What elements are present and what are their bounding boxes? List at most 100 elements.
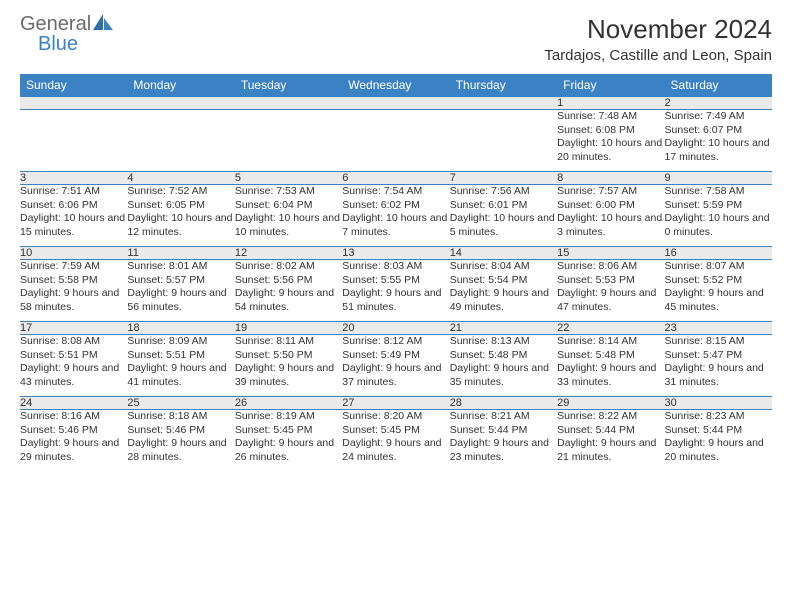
daylight-text: Daylight: 10 hours and 5 minutes. [450, 212, 557, 239]
sunrise-text: Sunrise: 8:02 AM [235, 260, 342, 274]
day-info: Sunrise: 8:02 AMSunset: 5:56 PMDaylight:… [235, 260, 342, 322]
day-info [342, 110, 449, 172]
day-number [450, 97, 557, 110]
sunset-text: Sunset: 6:08 PM [557, 124, 664, 138]
sunrise-text: Sunrise: 8:21 AM [450, 410, 557, 424]
day-number: 8 [557, 172, 664, 185]
day-header-row: Sunday Monday Tuesday Wednesday Thursday… [20, 74, 772, 97]
day-number: 5 [235, 172, 342, 185]
daylight-text: Daylight: 10 hours and 17 minutes. [665, 137, 772, 164]
sunset-text: Sunset: 5:52 PM [665, 274, 772, 288]
day-info: Sunrise: 7:48 AMSunset: 6:08 PMDaylight:… [557, 110, 664, 172]
sunrise-text: Sunrise: 8:04 AM [450, 260, 557, 274]
day-info: Sunrise: 7:57 AMSunset: 6:00 PMDaylight:… [557, 185, 664, 247]
day-number: 11 [127, 247, 234, 260]
day-number: 26 [235, 397, 342, 410]
sunset-text: Sunset: 6:04 PM [235, 199, 342, 213]
day-info: Sunrise: 8:20 AMSunset: 5:45 PMDaylight:… [342, 410, 449, 472]
day-number: 12 [235, 247, 342, 260]
daylight-text: Daylight: 9 hours and 47 minutes. [557, 287, 664, 314]
sunrise-text: Sunrise: 8:14 AM [557, 335, 664, 349]
day-number: 27 [342, 397, 449, 410]
sunset-text: Sunset: 6:07 PM [665, 124, 772, 138]
sunrise-text: Sunrise: 7:59 AM [20, 260, 127, 274]
daylight-text: Daylight: 10 hours and 12 minutes. [127, 212, 234, 239]
daylight-text: Daylight: 9 hours and 24 minutes. [342, 437, 449, 464]
sunset-text: Sunset: 5:45 PM [235, 424, 342, 438]
day-info: Sunrise: 8:19 AMSunset: 5:45 PMDaylight:… [235, 410, 342, 472]
sunrise-text: Sunrise: 8:12 AM [342, 335, 449, 349]
day-info: Sunrise: 7:53 AMSunset: 6:04 PMDaylight:… [235, 185, 342, 247]
daylight-text: Daylight: 9 hours and 45 minutes. [665, 287, 772, 314]
day-info: Sunrise: 8:22 AMSunset: 5:44 PMDaylight:… [557, 410, 664, 472]
logo: General Blue [20, 14, 115, 55]
sunset-text: Sunset: 5:44 PM [557, 424, 664, 438]
sunset-text: Sunset: 5:45 PM [342, 424, 449, 438]
logo-general: General [20, 13, 91, 35]
sunrise-text: Sunrise: 8:13 AM [450, 335, 557, 349]
day-number [127, 97, 234, 110]
daylight-text: Daylight: 9 hours and 37 minutes. [342, 362, 449, 389]
daylight-text: Daylight: 9 hours and 54 minutes. [235, 287, 342, 314]
sunset-text: Sunset: 5:57 PM [127, 274, 234, 288]
daynum-row: 3456789 [20, 172, 772, 185]
daylight-text: Daylight: 9 hours and 41 minutes. [127, 362, 234, 389]
sunrise-text: Sunrise: 8:06 AM [557, 260, 664, 274]
day-number: 30 [665, 397, 772, 410]
day-info: Sunrise: 7:56 AMSunset: 6:01 PMDaylight:… [450, 185, 557, 247]
sunrise-text: Sunrise: 8:15 AM [665, 335, 772, 349]
daylight-text: Daylight: 9 hours and 35 minutes. [450, 362, 557, 389]
daylight-text: Daylight: 9 hours and 21 minutes. [557, 437, 664, 464]
sunrise-text: Sunrise: 8:23 AM [665, 410, 772, 424]
daylight-text: Daylight: 10 hours and 0 minutes. [665, 212, 772, 239]
day-info: Sunrise: 8:01 AMSunset: 5:57 PMDaylight:… [127, 260, 234, 322]
sunset-text: Sunset: 5:59 PM [665, 199, 772, 213]
day-info: Sunrise: 8:23 AMSunset: 5:44 PMDaylight:… [665, 410, 772, 472]
sunset-text: Sunset: 5:54 PM [450, 274, 557, 288]
day-number: 18 [127, 322, 234, 335]
day-info: Sunrise: 8:07 AMSunset: 5:52 PMDaylight:… [665, 260, 772, 322]
sunset-text: Sunset: 6:01 PM [450, 199, 557, 213]
day-header: Thursday [450, 74, 557, 97]
day-info: Sunrise: 8:18 AMSunset: 5:46 PMDaylight:… [127, 410, 234, 472]
sunrise-text: Sunrise: 8:07 AM [665, 260, 772, 274]
info-row: Sunrise: 8:08 AMSunset: 5:51 PMDaylight:… [20, 335, 772, 397]
day-info: Sunrise: 8:13 AMSunset: 5:48 PMDaylight:… [450, 335, 557, 397]
daylight-text: Daylight: 9 hours and 20 minutes. [665, 437, 772, 464]
header: General Blue November 2024 Tardajos, Cas… [20, 14, 772, 64]
day-number: 7 [450, 172, 557, 185]
sunset-text: Sunset: 5:53 PM [557, 274, 664, 288]
sunrise-text: Sunrise: 8:09 AM [127, 335, 234, 349]
info-row: Sunrise: 8:16 AMSunset: 5:46 PMDaylight:… [20, 410, 772, 472]
sunrise-text: Sunrise: 8:16 AM [20, 410, 127, 424]
sunrise-text: Sunrise: 7:54 AM [342, 185, 449, 199]
sunset-text: Sunset: 6:02 PM [342, 199, 449, 213]
day-number: 6 [342, 172, 449, 185]
day-info: Sunrise: 8:14 AMSunset: 5:48 PMDaylight:… [557, 335, 664, 397]
sunset-text: Sunset: 6:05 PM [127, 199, 234, 213]
day-info: Sunrise: 7:49 AMSunset: 6:07 PMDaylight:… [665, 110, 772, 172]
sunset-text: Sunset: 5:51 PM [127, 349, 234, 363]
day-info: Sunrise: 8:21 AMSunset: 5:44 PMDaylight:… [450, 410, 557, 472]
sunrise-text: Sunrise: 7:53 AM [235, 185, 342, 199]
day-number: 19 [235, 322, 342, 335]
calendar-table: Sunday Monday Tuesday Wednesday Thursday… [20, 74, 772, 472]
sunset-text: Sunset: 5:46 PM [20, 424, 127, 438]
sunrise-text: Sunrise: 8:22 AM [557, 410, 664, 424]
sunset-text: Sunset: 5:46 PM [127, 424, 234, 438]
sunrise-text: Sunrise: 8:20 AM [342, 410, 449, 424]
sunset-text: Sunset: 5:49 PM [342, 349, 449, 363]
day-number: 16 [665, 247, 772, 260]
daylight-text: Daylight: 9 hours and 28 minutes. [127, 437, 234, 464]
daylight-text: Daylight: 10 hours and 20 minutes. [557, 137, 664, 164]
day-info: Sunrise: 7:54 AMSunset: 6:02 PMDaylight:… [342, 185, 449, 247]
day-number: 24 [20, 397, 127, 410]
day-number: 4 [127, 172, 234, 185]
daynum-row: 17181920212223 [20, 322, 772, 335]
logo-sail-icon [93, 14, 115, 35]
daylight-text: Daylight: 9 hours and 31 minutes. [665, 362, 772, 389]
daylight-text: Daylight: 10 hours and 7 minutes. [342, 212, 449, 239]
location: Tardajos, Castille and Leon, Spain [544, 47, 772, 64]
sunset-text: Sunset: 5:48 PM [557, 349, 664, 363]
sunrise-text: Sunrise: 8:11 AM [235, 335, 342, 349]
